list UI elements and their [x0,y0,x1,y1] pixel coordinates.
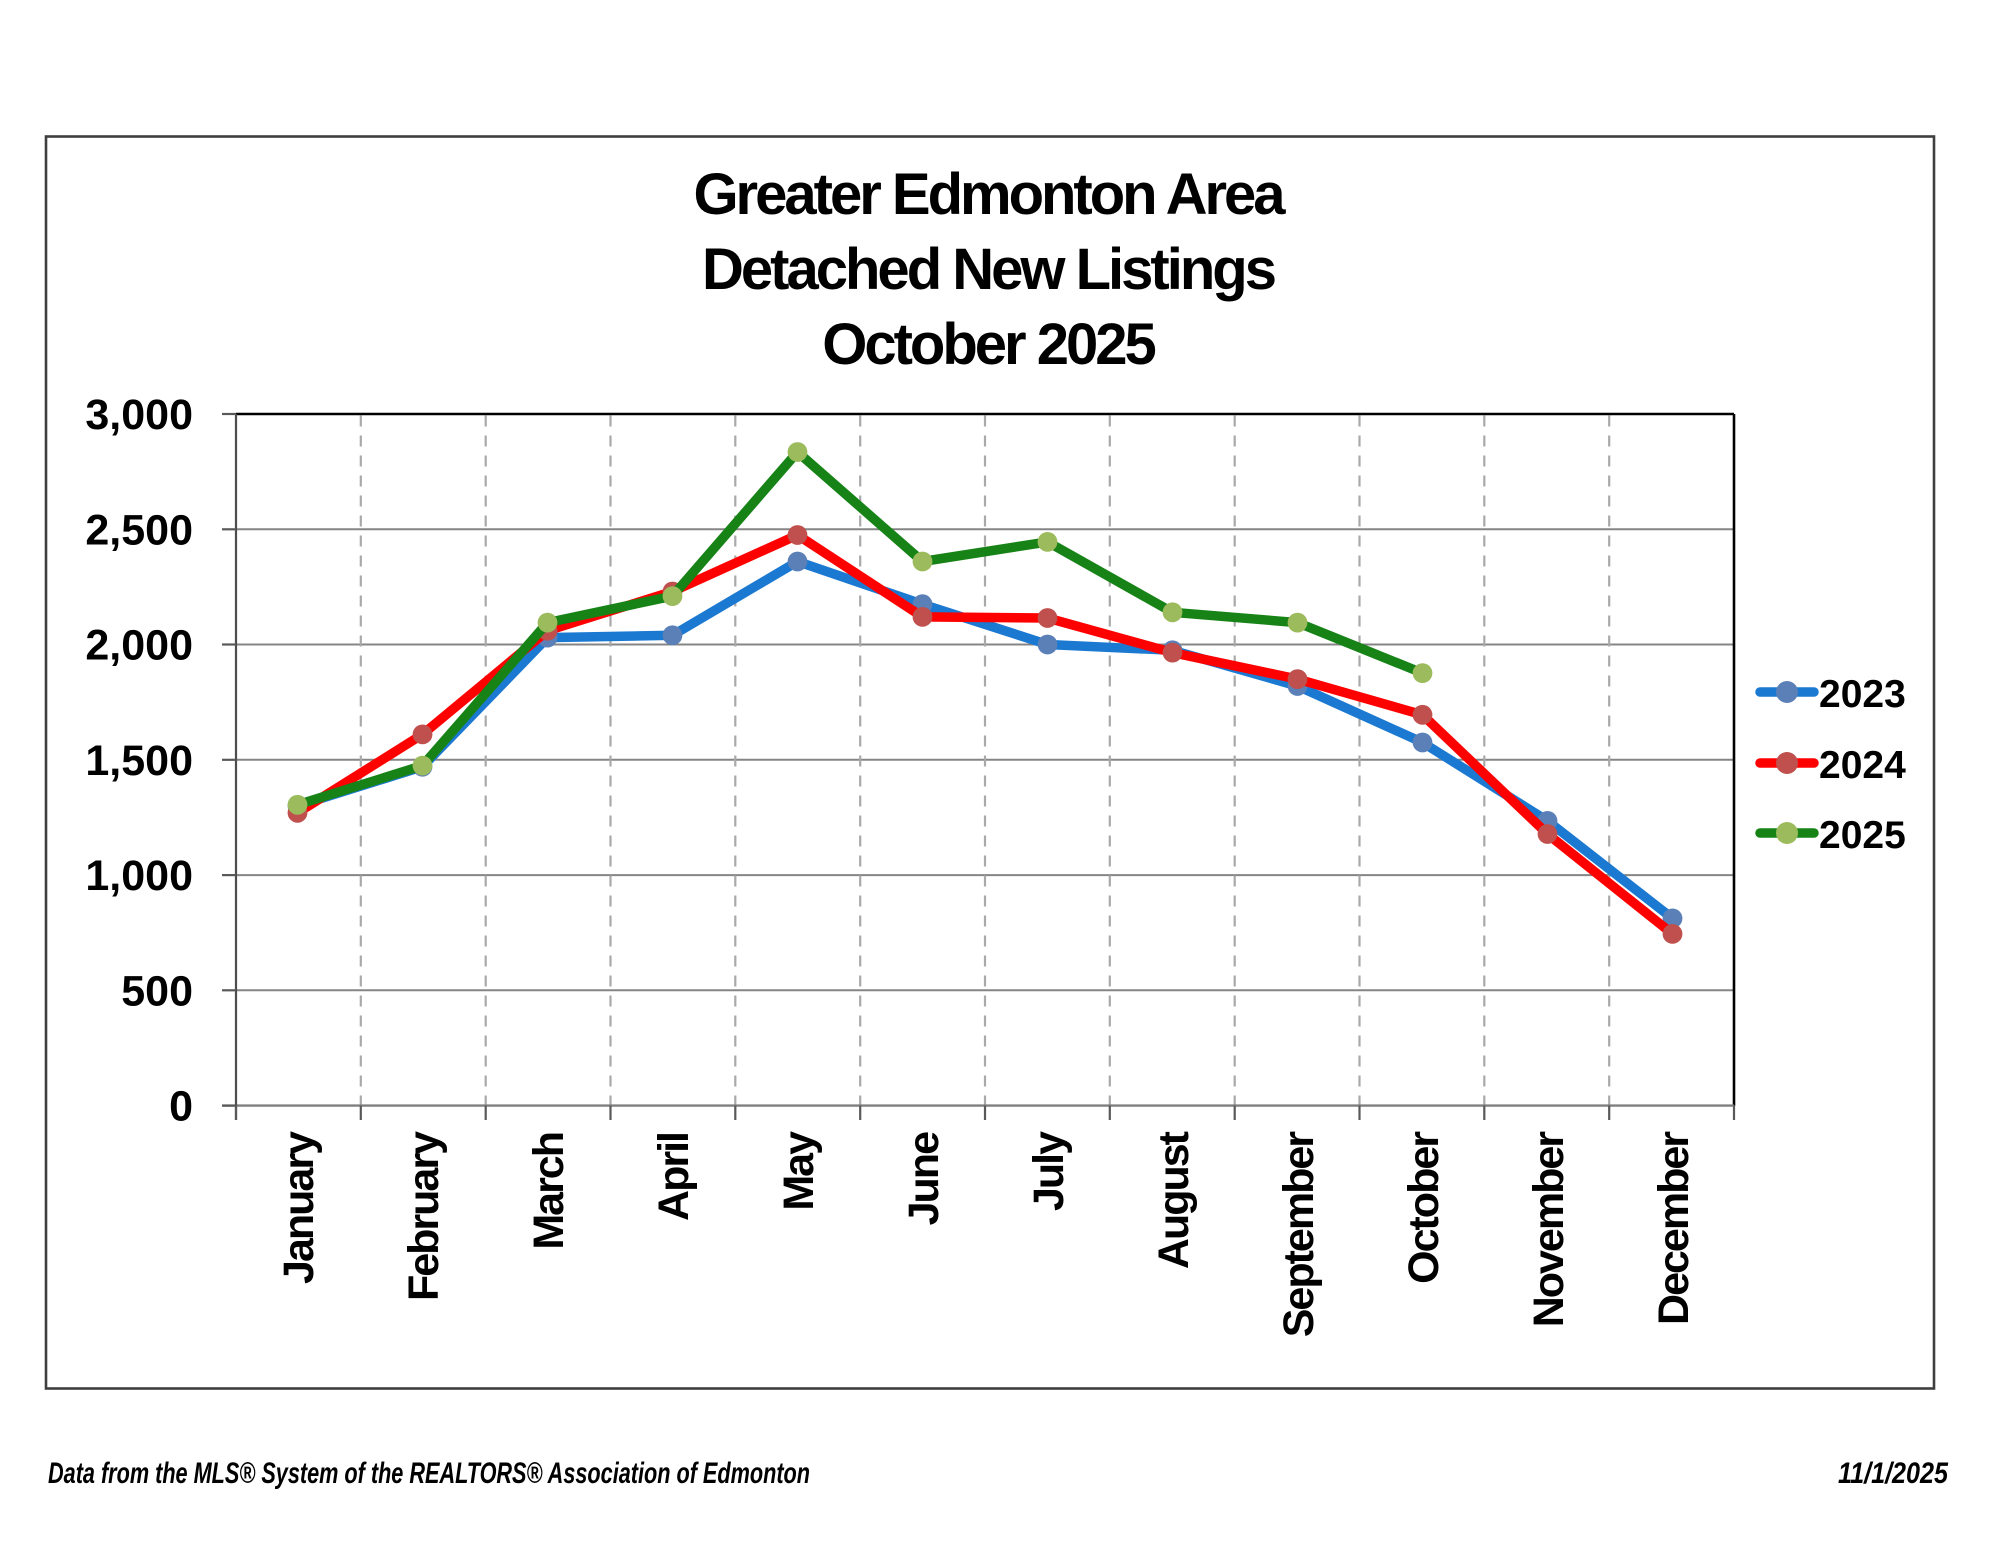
svg-text:Data from the MLS® System of t: Data from the MLS® System of the REALTOR… [48,1457,810,1490]
svg-text:February: February [400,1131,448,1301]
svg-text:2,000: 2,000 [85,622,193,670]
svg-text:October: October [1400,1131,1448,1284]
svg-text:May: May [775,1131,823,1211]
svg-text:September: September [1275,1131,1323,1338]
svg-text:Detached New Listings: Detached New Listings [702,237,1275,302]
svg-text:Greater Edmonton Area: Greater Edmonton Area [693,162,1286,227]
svg-text:2025: 2025 [1819,814,1906,857]
svg-text:11/1/2025: 11/1/2025 [1838,1457,1949,1490]
svg-text:2024: 2024 [1819,744,1906,787]
svg-text:October 2025: October 2025 [822,312,1155,377]
svg-text:3,000: 3,000 [85,391,193,439]
svg-text:2,500: 2,500 [85,506,193,554]
svg-text:November: November [1525,1131,1573,1328]
svg-text:2023: 2023 [1819,673,1906,716]
svg-text:April: April [650,1133,698,1221]
svg-text:March: March [525,1133,573,1250]
svg-text:0: 0 [169,1083,193,1131]
svg-text:500: 500 [121,967,193,1015]
svg-text:June: June [900,1132,948,1225]
svg-text:July: July [1025,1131,1073,1211]
svg-text:December: December [1650,1131,1698,1325]
svg-text:1,000: 1,000 [85,852,193,900]
svg-text:January: January [275,1131,323,1284]
svg-text:August: August [1150,1131,1198,1269]
svg-text:1,500: 1,500 [85,737,193,785]
